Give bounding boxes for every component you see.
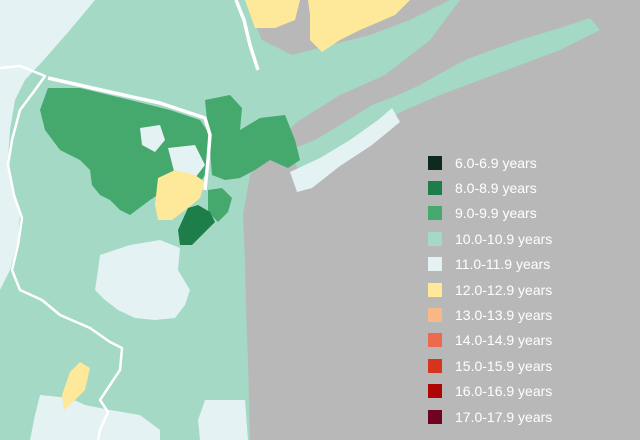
legend-swatch bbox=[428, 181, 442, 196]
legend-label: 14.0-14.9 years bbox=[455, 332, 553, 349]
legend-label: 16.0-16.9 years bbox=[455, 383, 553, 400]
legend-item: 6.0-6.9 years bbox=[428, 150, 618, 175]
region-west-edge[interactable] bbox=[0, 0, 95, 290]
legend-swatch bbox=[428, 384, 442, 399]
legend-label: 17.0-17.9 years bbox=[455, 408, 553, 425]
legend-swatch bbox=[428, 308, 442, 323]
legend-item: 8.0-8.9 years bbox=[428, 175, 618, 200]
state-boundary-line bbox=[47, 76, 212, 191]
county-boundary-west bbox=[0, 64, 124, 440]
region-green-east[interactable] bbox=[205, 95, 300, 180]
legend-label: 11.0-11.9 years bbox=[455, 256, 551, 273]
region-central-south[interactable] bbox=[95, 240, 190, 320]
legend-item: 13.0-13.9 years bbox=[428, 302, 618, 327]
legend-item: 15.0-15.9 years bbox=[428, 353, 618, 378]
legend-item: 14.0-14.9 years bbox=[428, 328, 618, 353]
legend-swatch bbox=[428, 409, 442, 424]
legend-label: 13.0-13.9 years bbox=[455, 307, 553, 324]
legend-swatch bbox=[428, 333, 442, 348]
region-long-island-south[interactable] bbox=[290, 108, 400, 192]
legend-item: 9.0-9.9 years bbox=[428, 201, 618, 226]
region-south-light[interactable] bbox=[30, 395, 160, 440]
legend-swatch bbox=[428, 206, 442, 221]
region-yellow-north-1[interactable] bbox=[245, 0, 300, 28]
legend-swatch bbox=[428, 358, 442, 373]
legend-label: 9.0-9.9 years bbox=[455, 205, 537, 222]
legend-item: 17.0-17.9 years bbox=[428, 404, 618, 429]
region-yellow-north-2[interactable] bbox=[308, 0, 410, 52]
region-yellow-central[interactable] bbox=[155, 170, 205, 220]
region-south-shore-light[interactable] bbox=[198, 400, 248, 440]
legend-swatch bbox=[428, 282, 442, 297]
legend-label: 6.0-6.9 years bbox=[455, 154, 537, 171]
region-light-pocket-1[interactable] bbox=[140, 125, 165, 152]
region-light-pocket-2[interactable] bbox=[168, 145, 205, 178]
map-legend: 6.0-6.9 years 8.0-8.9 years 9.0-9.9 years 1… bbox=[428, 150, 618, 429]
legend-item: 12.0-12.9 years bbox=[428, 277, 618, 302]
region-green-river[interactable] bbox=[208, 188, 232, 222]
state-boundary-line-north bbox=[234, 0, 260, 71]
legend-swatch bbox=[428, 155, 442, 170]
legend-swatch bbox=[428, 257, 442, 272]
legend-item: 11.0-11.9 years bbox=[428, 252, 618, 277]
region-long-island-west[interactable] bbox=[290, 18, 600, 180]
legend-label: 15.0-15.9 years bbox=[455, 357, 553, 374]
legend-item: 16.0-16.9 years bbox=[428, 379, 618, 404]
legend-swatch bbox=[428, 231, 442, 246]
legend-label: 8.0-8.9 years bbox=[455, 180, 537, 197]
legend-item: 10.0-10.9 years bbox=[428, 226, 618, 251]
region-yellow-south[interactable] bbox=[62, 362, 90, 410]
region-dark-green[interactable] bbox=[178, 205, 215, 245]
legend-label: 12.0-12.9 years bbox=[455, 281, 553, 298]
legend-label: 10.0-10.9 years bbox=[455, 230, 553, 247]
